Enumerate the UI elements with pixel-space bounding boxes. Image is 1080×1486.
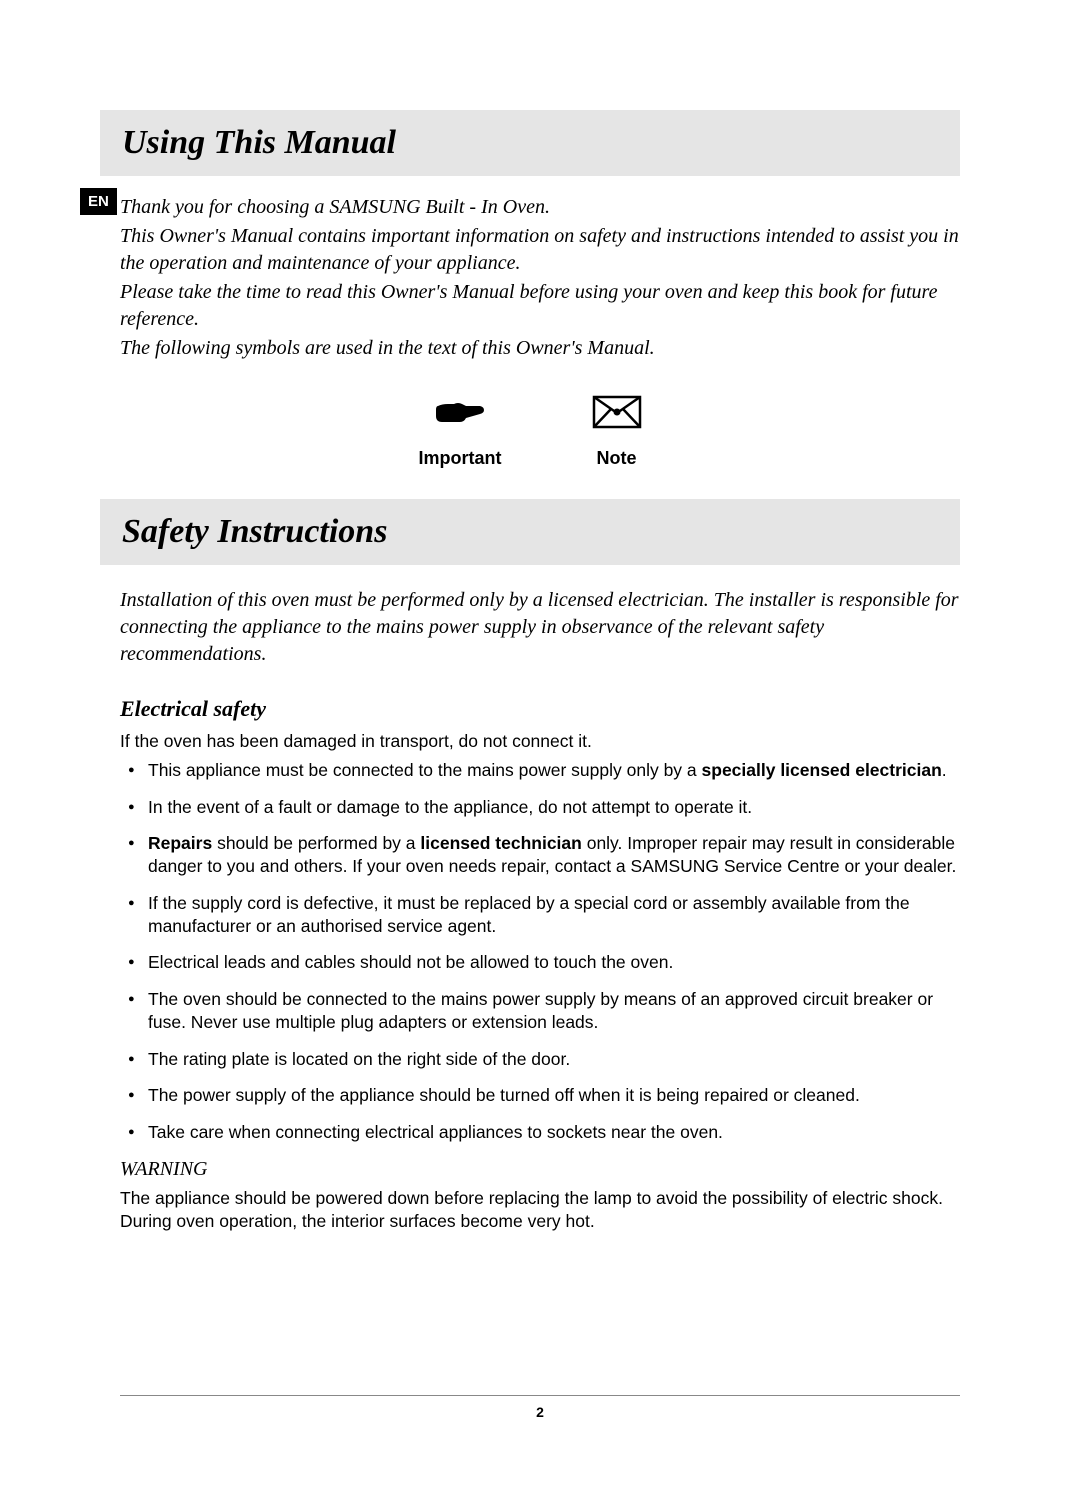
list-item: Repairs should be performed by a license… <box>120 832 960 878</box>
symbol-important: Important <box>419 390 502 469</box>
list-item: The power supply of the appliance should… <box>120 1084 960 1107</box>
text-bold: Repairs <box>148 833 212 853</box>
list-item: If the supply cord is defective, it must… <box>120 892 960 938</box>
intro-paragraph: This Owner's Manual contains important i… <box>120 223 960 277</box>
section-title: Safety Instructions <box>122 513 938 551</box>
text-bold: specially licensed electrician <box>702 760 942 780</box>
section-header-safety: Safety Instructions <box>100 499 960 565</box>
symbol-label: Note <box>592 448 642 469</box>
intro-paragraph: Please take the time to read this Owner'… <box>120 279 960 333</box>
symbols-row: Important Note <box>100 390 960 469</box>
warning-heading: WARNING <box>120 1158 960 1181</box>
text-part: This appliance must be connected to the … <box>148 760 702 780</box>
page-number: 2 <box>536 1404 544 1420</box>
warning-text: The appliance should be powered down bef… <box>120 1187 960 1233</box>
symbol-label: Important <box>419 448 502 469</box>
list-item: The oven should be connected to the main… <box>120 988 960 1034</box>
symbol-note: Note <box>592 390 642 469</box>
electrical-safety-list: This appliance must be connected to the … <box>120 759 960 1144</box>
text-bold: licensed technician <box>420 833 581 853</box>
list-item: Electrical leads and cables should not b… <box>120 951 960 974</box>
intro-text: Thank you for choosing a SAMSUNG Built -… <box>120 194 960 362</box>
list-item: In the event of a fault or damage to the… <box>120 796 960 819</box>
language-tab: EN <box>80 188 117 215</box>
text-part: . <box>942 760 947 780</box>
intro-paragraph: The following symbols are used in the te… <box>120 335 960 362</box>
page-content: Using This Manual Thank you for choosing… <box>0 0 1080 1232</box>
envelope-icon <box>592 390 642 434</box>
list-item: This appliance must be connected to the … <box>120 759 960 782</box>
pointing-hand-icon <box>419 390 502 434</box>
electrical-lead-text: If the oven has been damaged in transpor… <box>120 730 960 753</box>
list-item: Take care when connecting electrical app… <box>120 1121 960 1144</box>
intro-paragraph: Thank you for choosing a SAMSUNG Built -… <box>120 194 960 221</box>
section-header-using-manual: Using This Manual <box>100 110 960 176</box>
page-footer: 2 <box>120 1395 960 1420</box>
safety-intro-text: Installation of this oven must be perfor… <box>120 587 960 668</box>
section-title: Using This Manual <box>122 124 938 162</box>
electrical-safety-heading: Electrical safety <box>120 696 960 722</box>
list-item: The rating plate is located on the right… <box>120 1048 960 1071</box>
text-part: should be performed by a <box>212 833 420 853</box>
